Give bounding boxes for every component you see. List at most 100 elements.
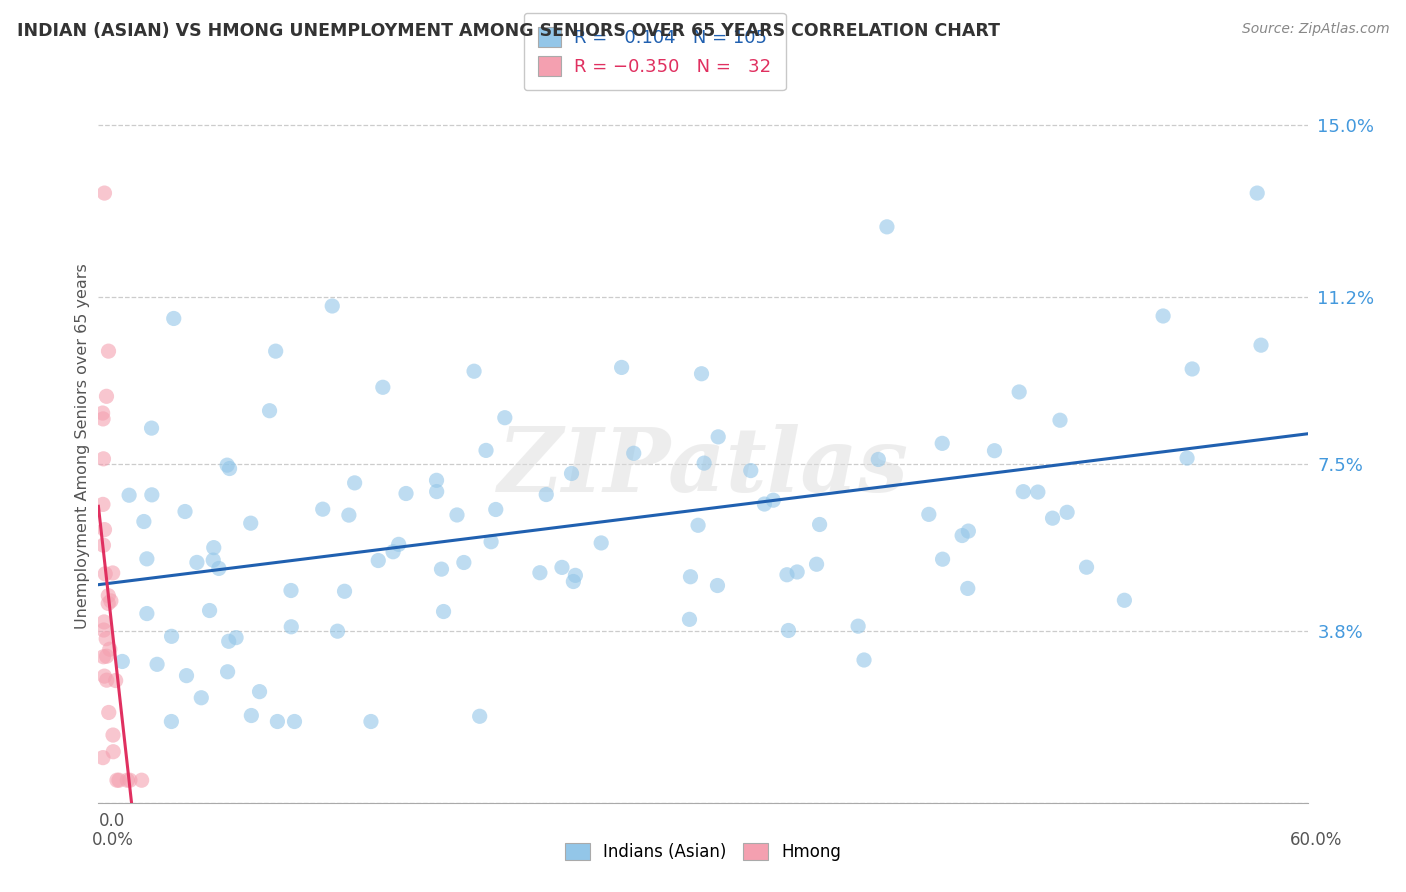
Point — [118, 773, 141, 788]
Point — [326, 624, 349, 639]
Point — [485, 502, 508, 516]
Point — [208, 561, 231, 575]
Point — [93, 623, 115, 637]
Point — [1250, 338, 1272, 352]
Point — [1175, 451, 1198, 466]
Point — [312, 502, 335, 516]
Point — [146, 657, 169, 672]
Point — [97, 706, 120, 720]
Point — [382, 545, 405, 559]
Point — [1056, 505, 1078, 519]
Point — [337, 508, 360, 522]
Point — [1246, 186, 1268, 200]
Point — [96, 632, 118, 646]
Point — [280, 620, 302, 634]
Point — [432, 605, 454, 619]
Legend: R =   0.104   N = 105, R = −0.350   N =   32: R = 0.104 N = 105, R = −0.350 N = 32 — [523, 12, 786, 90]
Point — [388, 537, 411, 551]
Point — [101, 728, 124, 742]
Point — [91, 497, 114, 511]
Point — [190, 690, 212, 705]
Point — [104, 673, 127, 688]
Point — [96, 673, 118, 688]
Point — [690, 367, 713, 381]
Point — [1012, 484, 1035, 499]
Point — [131, 773, 153, 788]
Point — [97, 596, 120, 610]
Point — [426, 484, 449, 499]
Point — [117, 773, 139, 788]
Point — [453, 556, 475, 570]
Point — [186, 556, 208, 570]
Point — [91, 412, 114, 426]
Point — [202, 553, 225, 567]
Point — [475, 443, 498, 458]
Point — [786, 565, 808, 579]
Point — [343, 475, 366, 490]
Point — [931, 552, 953, 566]
Text: ZIPatlas: ZIPatlas — [498, 425, 908, 510]
Point — [846, 619, 869, 633]
Point — [91, 750, 114, 764]
Point — [93, 669, 115, 683]
Point — [762, 493, 785, 508]
Point — [446, 508, 468, 522]
Point — [93, 451, 115, 466]
Point — [202, 541, 225, 555]
Point — [103, 745, 125, 759]
Point — [163, 311, 186, 326]
Point — [280, 583, 302, 598]
Point — [395, 486, 418, 500]
Point — [610, 360, 633, 375]
Point — [808, 517, 831, 532]
Point — [97, 589, 120, 603]
Point — [249, 684, 271, 698]
Point — [160, 714, 183, 729]
Point — [132, 515, 155, 529]
Point — [100, 594, 122, 608]
Point — [217, 665, 239, 679]
Point — [957, 524, 980, 538]
Point — [1152, 309, 1174, 323]
Point — [118, 488, 141, 502]
Point — [479, 534, 502, 549]
Point — [950, 528, 973, 542]
Point — [560, 467, 582, 481]
Point — [239, 516, 262, 531]
Point — [679, 570, 702, 584]
Point — [931, 436, 953, 450]
Point — [94, 566, 117, 581]
Point — [101, 566, 124, 580]
Point — [778, 624, 800, 638]
Point — [425, 473, 447, 487]
Point — [96, 389, 118, 403]
Point — [1042, 511, 1064, 525]
Point — [693, 456, 716, 470]
Point — [463, 364, 485, 378]
Point — [918, 508, 941, 522]
Point — [707, 430, 730, 444]
Point — [176, 668, 198, 682]
Point — [371, 380, 394, 394]
Point — [93, 538, 115, 552]
Point — [266, 714, 288, 729]
Point — [264, 344, 287, 359]
Y-axis label: Unemployment Among Seniors over 65 years: Unemployment Among Seniors over 65 years — [75, 263, 90, 629]
Point — [562, 574, 585, 589]
Point — [776, 567, 799, 582]
Text: 60.0%: 60.0% — [1291, 830, 1343, 848]
Point — [93, 649, 115, 664]
Point — [430, 562, 453, 576]
Point — [141, 421, 163, 435]
Point — [218, 634, 240, 648]
Point — [240, 708, 263, 723]
Point — [141, 488, 163, 502]
Point — [174, 504, 197, 518]
Point — [551, 560, 574, 574]
Point — [983, 443, 1005, 458]
Point — [564, 568, 586, 582]
Text: 0.0: 0.0 — [98, 812, 125, 830]
Point — [686, 518, 709, 533]
Point — [868, 452, 890, 467]
Point — [706, 578, 728, 592]
